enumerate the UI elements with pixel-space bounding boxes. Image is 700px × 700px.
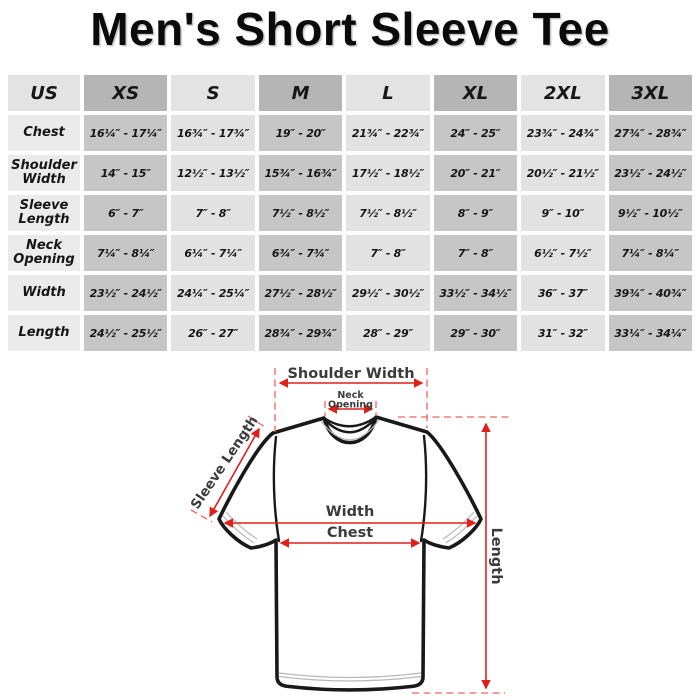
size-chart-table: US XS S M L XL 2XL 3XL Chest 16¼″ - 17¼″ 16¾″ - 1… (4, 71, 696, 355)
size-chart-cell: 6¼″ - 7¼″ (171, 235, 255, 271)
size-chart-cell: 36″ - 37″ (521, 275, 605, 311)
size-chart-cell: 6½″ - 7½″ (521, 235, 605, 271)
dashed-guides (190, 368, 512, 694)
row-label: Neck Opening (8, 235, 80, 271)
length-label: Length (488, 527, 504, 584)
size-chart-cell: 23½″ - 24½″ (84, 275, 168, 311)
row-label: Width (8, 275, 80, 311)
size-chart-header: US XS S M L XL 2XL 3XL (8, 75, 692, 111)
size-chart-cell: 12½″ - 13½″ (171, 155, 255, 191)
table-row: Sleeve Length 6″ - 7″ 7″ - 8″ 7½″ - 8½″ 7½″ … (8, 195, 692, 231)
sleeve-guide-top (247, 415, 266, 428)
row-label: Chest (8, 115, 80, 151)
size-chart-cell: 7¼″ - 8¼″ (608, 235, 692, 271)
row-label: Sleeve Length (8, 195, 80, 231)
column-header-3xl: 3XL (608, 75, 692, 111)
column-header-xl: XL (433, 75, 518, 111)
size-chart-cell: 7½″ - 8½″ (258, 195, 343, 231)
size-chart-cell: 33½″ - 34½″ (433, 275, 518, 311)
neck-opening-label-line2: Opening (328, 400, 373, 411)
size-chart-cell: 7″ - 8″ (346, 235, 430, 271)
size-chart-cell: 6¾″ - 7¾″ (258, 235, 343, 271)
size-chart-cell: 7¼″ - 8¼″ (84, 235, 168, 271)
neck-opening-label-line1: Neck (337, 390, 364, 401)
size-chart-cell: 17½″ - 18½″ (346, 155, 430, 191)
measurement-diagram: Shoulder Width Neck Opening Sleeve Lengt… (188, 366, 512, 694)
size-chart-cell: 27¾″ - 28¾″ (608, 115, 692, 151)
table-row: Length 24½″ - 25½″ 26″ - 27″ 28¾″ - 29¾″ 28″… (8, 315, 692, 351)
row-label: Length (8, 315, 80, 351)
column-header-2xl: 2XL (521, 75, 605, 111)
column-header-l: L (346, 75, 430, 111)
size-chart-cell: 16¼″ - 17¼″ (84, 115, 168, 151)
size-chart-cell: 9½″ - 10½″ (608, 195, 692, 231)
size-chart-cell: 20½″ - 21½″ (521, 155, 605, 191)
tshirt-outline (217, 415, 483, 692)
size-chart-cell: 19″ - 20″ (258, 115, 343, 151)
row-label: Shoulder Width (8, 155, 80, 191)
armhole-seams (272, 434, 428, 543)
size-chart-cell: 7½″ - 8½″ (346, 195, 430, 231)
size-chart-cell: 24″ - 25″ (433, 115, 518, 151)
size-chart-cell: 23½″ - 24½″ (608, 155, 692, 191)
size-chart-cell: 28″ - 29″ (346, 315, 430, 351)
size-chart-cell: 27½″ - 28½″ (258, 275, 343, 311)
size-chart-cell: 23¾″ - 24¾″ (521, 115, 605, 151)
size-chart-cell: 20″ - 21″ (433, 155, 518, 191)
table-row: Shoulder Width 14″ - 15″ 12½″ - 13½″ 15¾″ -… (8, 155, 692, 191)
size-chart-cell: 14″ - 15″ (84, 155, 168, 191)
sleeve-length-arrow (209, 427, 260, 518)
size-chart-cell: 21¾″ - 22¾″ (346, 115, 430, 151)
header-row: US XS S M L XL 2XL 3XL (8, 75, 692, 111)
size-chart-cell: 39¾″ - 40¾″ (608, 275, 692, 311)
size-chart-cell: 33¼″ - 34¼″ (608, 315, 692, 351)
size-chart-cell: 28¾″ - 29¾″ (258, 315, 343, 351)
table-row: Neck Opening 7¼″ - 8¼″ 6¼″ - 7¼″ 6¾″ - 7¾″ 7… (8, 235, 692, 271)
size-chart-cell: 9″ - 10″ (521, 195, 605, 231)
sleeve-guide-bottom (190, 509, 213, 523)
size-chart-cell: 16¾″ - 17¾″ (171, 115, 255, 151)
width-label: Width (326, 504, 375, 520)
size-chart-cell: 24½″ - 25½″ (84, 315, 168, 351)
column-header-xs: XS (84, 75, 168, 111)
measurement-arrows (209, 378, 491, 690)
size-chart-cell: 15¾″ - 16¾″ (258, 155, 343, 191)
size-chart-cell: 31″ - 32″ (521, 315, 605, 351)
size-chart-cell: 7″ - 8″ (433, 235, 518, 271)
size-chart-cell: 8″ - 9″ (433, 195, 518, 231)
size-chart-cell: 29″ - 30″ (433, 315, 518, 351)
chest-label: Chest (327, 525, 373, 541)
size-chart-cell: 7″ - 8″ (171, 195, 255, 231)
size-chart-cell: 29½″ - 30½″ (346, 275, 430, 311)
size-chart-cell: 26″ - 27″ (171, 315, 255, 351)
size-chart-cell: 6″ - 7″ (84, 195, 168, 231)
column-header-us: US (8, 75, 80, 111)
column-header-m: M (258, 75, 343, 111)
size-chart-cell: 24¼″ - 25¼″ (171, 275, 255, 311)
collar-detail (320, 415, 380, 441)
size-chart-body: Chest 16¼″ - 17¼″ 16¾″ - 17¾″ 19″ - 20″ 21¾″… (8, 115, 692, 351)
table-row: Width 23½″ - 24½″ 24¼″ - 25¼″ 27½″ - 28½″ 29… (8, 275, 692, 311)
column-header-s: S (171, 75, 255, 111)
table-row: Chest 16¼″ - 17¼″ 16¾″ - 17¾″ 19″ - 20″ 21¾″… (8, 115, 692, 151)
page-title: Men's Short Sleeve Tee (90, 3, 610, 55)
shoulder-width-label: Shoulder Width (287, 366, 414, 382)
